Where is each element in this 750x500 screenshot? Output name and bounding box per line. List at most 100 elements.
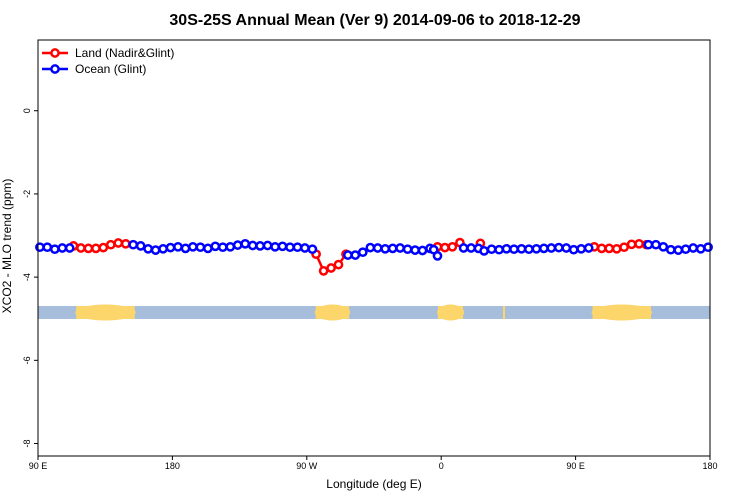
series-land-point [596, 243, 607, 254]
series-ocean-point [680, 244, 691, 255]
y-tick-label-3: -6 [22, 356, 32, 364]
series-ocean-point [365, 242, 376, 253]
series-ocean-point [509, 244, 519, 255]
series-ocean-point [458, 243, 469, 253]
series-land-point [604, 243, 615, 254]
x-tick-label-2: 90 W [296, 461, 318, 471]
series-land-point [318, 266, 329, 276]
series-ocean-point [143, 243, 153, 254]
x-tick-label-3: 0 [439, 461, 444, 471]
series-land-point [611, 243, 622, 254]
series-ocean-point [150, 245, 161, 255]
band-land-cap-0 [75, 304, 136, 321]
x-tick-label-5: 180 [702, 461, 717, 471]
series-ocean-point [210, 241, 221, 252]
series-ocean-point [277, 241, 288, 252]
series-ocean-point [262, 240, 273, 251]
chart-title: 30S-25S Annual Mean (Ver 9) 2014-09-06 t… [169, 12, 580, 29]
series-ocean-point [479, 246, 489, 256]
series-ocean-point [292, 242, 303, 253]
series-ocean-point [410, 245, 420, 255]
series-ocean-point [688, 243, 699, 253]
series-ocean-point [217, 242, 228, 253]
series-ocean-point [432, 251, 443, 261]
series-ocean-point [173, 241, 183, 252]
series-ocean-point [180, 243, 191, 254]
series-land-point [634, 238, 644, 249]
series-ocean-point [255, 241, 265, 251]
x-tick-label-0: 90 E [29, 461, 48, 471]
band-land-cap-1 [314, 304, 351, 321]
x-axis-label: Longitude (deg E) [326, 477, 421, 491]
series-land-point [105, 239, 116, 250]
series-ocean-point [195, 242, 206, 253]
series-ocean-point [158, 243, 168, 254]
series-ocean-point [539, 243, 549, 254]
x-tick-label-4: 90 E [566, 461, 585, 471]
series-land-point [447, 241, 458, 252]
legend-land-marker [50, 48, 60, 58]
series-land-point [626, 239, 637, 250]
legend-land-label: Land (Nadir&Glint) [75, 46, 174, 60]
series-ocean-point [402, 244, 413, 255]
series-ocean-point [49, 244, 60, 255]
series-ocean-point [524, 244, 534, 255]
series-land-point [440, 242, 450, 253]
series-ocean [35, 238, 713, 261]
series-ocean-point [135, 241, 146, 251]
series-land [68, 237, 652, 276]
series-ocean-point [57, 243, 68, 253]
series-ocean-point [546, 243, 557, 253]
series-ocean-point [576, 243, 587, 254]
legend-ocean-label: Ocean (Glint) [75, 62, 146, 76]
series-ocean-point [516, 243, 527, 254]
series-ocean-point [64, 243, 75, 253]
series-land-point [91, 243, 101, 254]
series-ocean-point [561, 243, 572, 253]
series-ocean-point [240, 238, 251, 249]
series-land-point [333, 259, 344, 270]
series-ocean-point [188, 241, 198, 252]
x-tick-label-1: 180 [165, 461, 180, 471]
series-ocean-point [695, 243, 706, 254]
series-ocean-point [568, 244, 579, 255]
series-ocean-point [270, 241, 280, 252]
series-ocean-point [128, 239, 139, 250]
legend-ocean-marker [50, 64, 60, 74]
surface-band [38, 304, 710, 321]
plot-frame [37, 39, 711, 457]
series-land-point [120, 238, 131, 249]
series-ocean-point [247, 240, 258, 251]
series-ocean-point [501, 243, 512, 254]
series-ocean-point [232, 240, 243, 250]
series-ocean-point [665, 244, 676, 255]
series-ocean-point [395, 243, 405, 253]
series-ocean-point [486, 244, 497, 255]
band-land-cap-4 [591, 304, 653, 321]
series-ocean-point [673, 245, 684, 255]
series-land-point [76, 243, 86, 253]
series-ocean-point [643, 239, 654, 250]
axes: 90 E 180 90 W 0 90 E 180 0 -2 -4 -6 -8 [22, 108, 718, 471]
series-ocean-point [35, 242, 45, 253]
y-tick-label-1: -2 [22, 190, 32, 198]
series-land-point [98, 242, 109, 253]
y-axis-label: XCO2 - MLO trend (ppm) [0, 179, 14, 314]
legend: Land (Nadir&Glint) Ocean (Glint) [42, 46, 174, 76]
series-land-point [619, 242, 629, 253]
series-ocean-point [285, 242, 295, 253]
y-tick-label-0: 0 [22, 108, 32, 113]
series-ocean-point [466, 243, 476, 253]
y-tick-label-4: -8 [22, 440, 32, 448]
series-ocean-point [494, 244, 504, 255]
series-ocean-point [343, 250, 353, 260]
series-ocean-point [380, 243, 391, 254]
series-ocean-point [387, 243, 398, 254]
series-layer [35, 237, 713, 276]
series-ocean-point [583, 243, 594, 253]
band-ocean [38, 305, 710, 319]
band-land-cap-2 [437, 304, 465, 321]
series-ocean-point [417, 245, 428, 256]
series-land-point [326, 263, 336, 273]
